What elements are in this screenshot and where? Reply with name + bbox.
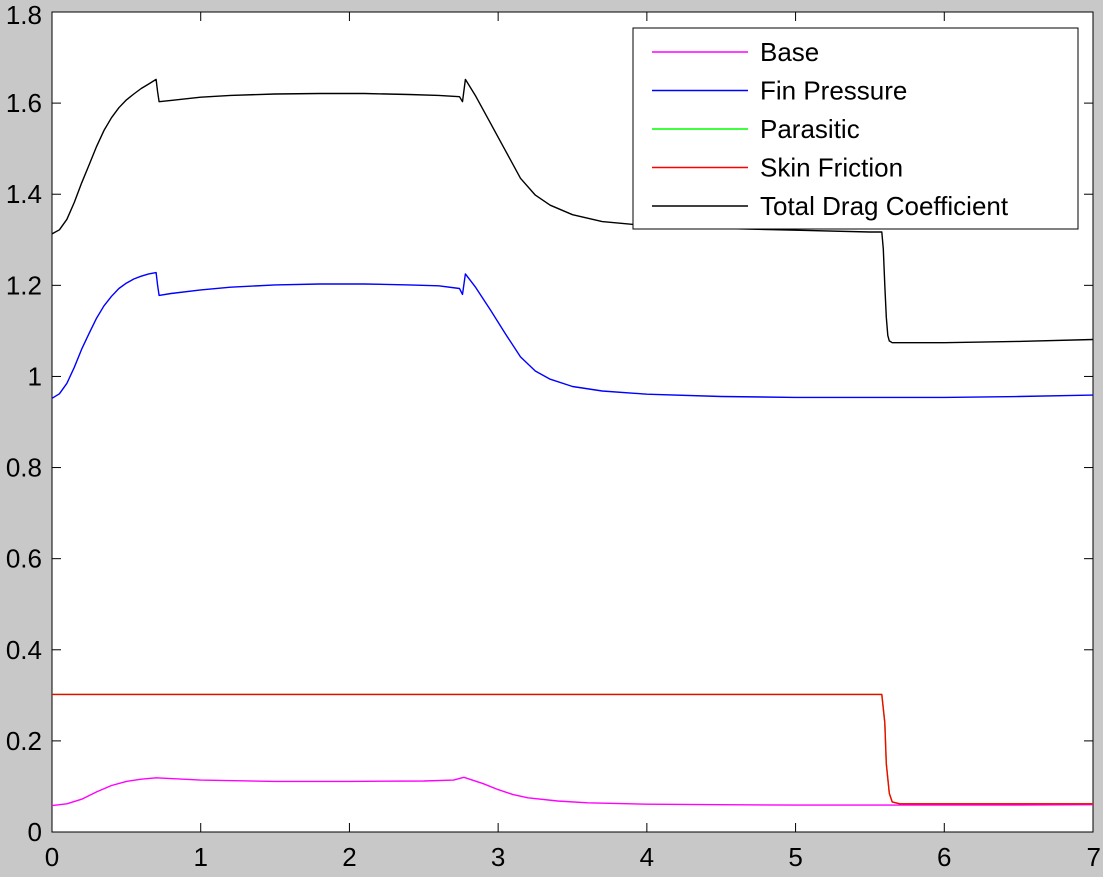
x-tick-label: 3 bbox=[491, 842, 505, 872]
y-tick-label: 0 bbox=[28, 817, 42, 847]
y-tick-label: 1.4 bbox=[6, 179, 42, 209]
x-tick-label: 6 bbox=[937, 842, 951, 872]
x-tick-label: 0 bbox=[45, 842, 59, 872]
legend-label: Parasitic bbox=[760, 114, 860, 144]
y-tick-label: 1.2 bbox=[6, 270, 42, 300]
y-tick-label: 1.8 bbox=[6, 0, 42, 30]
x-tick-label: 1 bbox=[193, 842, 207, 872]
y-tick-label: 0.2 bbox=[6, 726, 42, 756]
x-tick-label: 5 bbox=[788, 842, 802, 872]
series-line-base bbox=[51, 776, 1094, 807]
y-tick-label: 1.6 bbox=[6, 88, 42, 118]
series-line-skin-friction bbox=[52, 693, 1093, 805]
series-line-fin-pressure bbox=[51, 271, 1094, 399]
y-tick-label: 0.8 bbox=[6, 453, 42, 483]
y-tick-label: 1 bbox=[28, 361, 42, 391]
legend-label: Total Drag Coefficient bbox=[760, 191, 1009, 221]
x-tick-label: 4 bbox=[640, 842, 654, 872]
y-tick-label: 0.4 bbox=[6, 635, 42, 665]
x-tick-label: 2 bbox=[342, 842, 356, 872]
legend-label: Fin Pressure bbox=[760, 76, 907, 106]
legend-label: Skin Friction bbox=[760, 153, 903, 183]
series-line-total-drag-coefficient bbox=[51, 78, 1094, 344]
y-tick-label: 0.6 bbox=[6, 544, 42, 574]
legend-label: Base bbox=[760, 37, 819, 67]
x-tick-label: 7 bbox=[1087, 842, 1101, 872]
